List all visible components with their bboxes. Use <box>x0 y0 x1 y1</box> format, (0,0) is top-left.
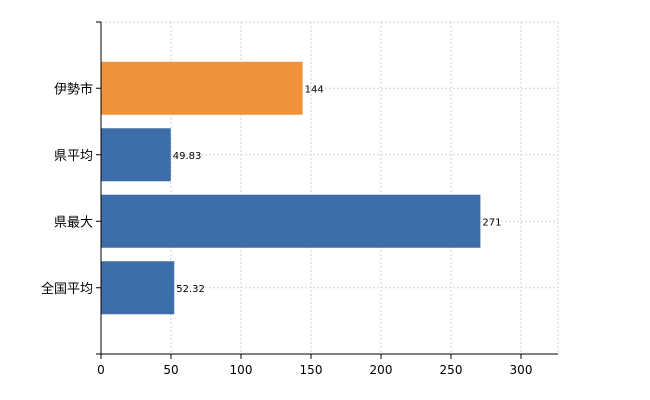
bar-1 <box>101 128 171 182</box>
data-label-3: 52.32 <box>176 284 205 295</box>
data-label-1: 49.83 <box>173 151 202 162</box>
x-tick-label: 300 <box>510 363 533 377</box>
category-label-0: 伊勢市 <box>54 81 93 97</box>
bar-2 <box>101 194 481 248</box>
category-label-3: 全国平均 <box>41 281 93 297</box>
bar-0 <box>101 61 303 115</box>
x-tick-label: 100 <box>230 363 253 377</box>
bar-3 <box>101 261 175 315</box>
axis-layer <box>96 21 558 359</box>
x-tick-label: 250 <box>440 363 463 377</box>
x-tick-label: 50 <box>163 363 178 377</box>
label-layer: 0 50 100 150 200 250 300 144 伊勢市 49.83 県平均 271 県最大 52… <box>41 81 532 377</box>
bar-layer <box>101 61 481 315</box>
x-tick-label: 200 <box>370 363 393 377</box>
x-tick-label: 0 <box>97 363 105 377</box>
data-label-0: 144 <box>305 84 324 95</box>
category-label-2: 県最大 <box>54 215 93 230</box>
category-label-1: 県平均 <box>54 149 93 164</box>
data-label-2: 271 <box>482 217 501 228</box>
x-tick-label: 150 <box>300 363 323 377</box>
